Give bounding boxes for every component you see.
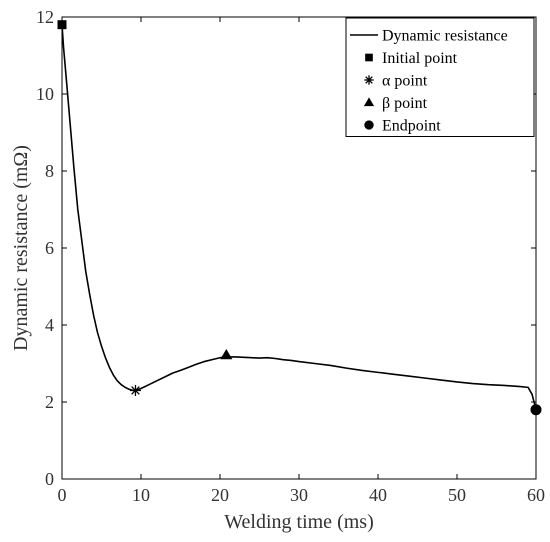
- y-tick-label: 6: [45, 238, 54, 258]
- asterisk-stroke: [365, 76, 373, 84]
- y-tick-label: 12: [36, 7, 54, 27]
- x-tick-label: 60: [527, 485, 545, 505]
- asterisk-stroke: [131, 386, 140, 395]
- y-tick-label: 0: [45, 469, 54, 489]
- x-tick-label: 50: [448, 485, 466, 505]
- circle-marker: [364, 120, 374, 130]
- legend: Dynamic resistance Initial point α point β …: [345, 17, 535, 137]
- legend-item: α point: [364, 73, 428, 90]
- x-axis-label: Welding time (ms): [224, 511, 373, 533]
- legend-label: Endpoint: [382, 118, 441, 135]
- x-tick-label: 0: [58, 485, 67, 505]
- asterisk-marker: [364, 75, 374, 85]
- square-marker: [365, 53, 373, 62]
- asterisk-marker: [129, 384, 141, 396]
- legend-label: Initial point: [382, 50, 458, 67]
- y-tick-label: 10: [36, 84, 54, 104]
- legend-label: α point: [382, 73, 428, 90]
- square-marker: [57, 20, 67, 30]
- circle-marker: [530, 404, 542, 416]
- legend-item: β point: [363, 95, 428, 112]
- legend-item: Initial point: [365, 50, 458, 67]
- legend-label: Dynamic resistance: [382, 28, 508, 45]
- x-tick-label: 20: [211, 485, 229, 505]
- y-tick-label: 2: [45, 392, 54, 412]
- x-axis: 0 10 20 30 40 50 60: [58, 17, 545, 505]
- dynamic-resistance-line: [61, 24, 537, 410]
- triangle-marker: [363, 97, 375, 107]
- y-axis-label: Dynamic resistance (mΩ): [10, 145, 32, 351]
- x-tick-label: 40: [369, 485, 387, 505]
- y-tick-label: 4: [45, 315, 54, 335]
- legend-item: Endpoint: [364, 118, 441, 135]
- legend-label: β point: [382, 95, 428, 112]
- y-tick-label: 8: [45, 161, 54, 181]
- legend-item: Dynamic resistance: [350, 28, 508, 45]
- legend-box: [345, 17, 535, 137]
- series-layer: [57, 20, 542, 416]
- y-axis: 0 2 4 6 8 10 12: [36, 7, 536, 489]
- x-tick-label: 30: [290, 485, 308, 505]
- x-tick-label: 10: [132, 485, 150, 505]
- triangle-marker: [220, 349, 233, 360]
